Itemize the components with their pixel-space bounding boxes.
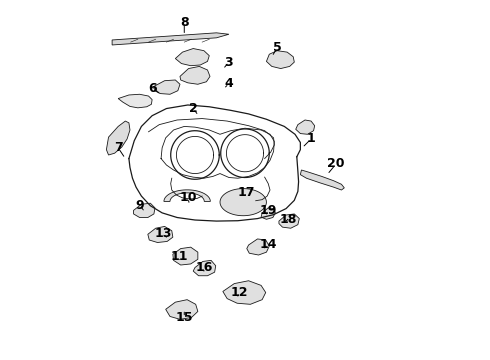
Polygon shape <box>180 66 210 84</box>
Text: 2: 2 <box>189 102 197 115</box>
Text: 3: 3 <box>224 55 233 69</box>
Text: 17: 17 <box>238 186 256 199</box>
Polygon shape <box>148 226 173 243</box>
Polygon shape <box>154 80 180 94</box>
Polygon shape <box>175 49 209 66</box>
Polygon shape <box>166 300 198 319</box>
Polygon shape <box>193 260 216 276</box>
Text: 19: 19 <box>260 204 277 217</box>
Polygon shape <box>267 51 294 68</box>
Polygon shape <box>296 120 315 134</box>
Text: 8: 8 <box>180 16 189 29</box>
Text: 9: 9 <box>135 198 144 212</box>
Text: 5: 5 <box>273 41 282 54</box>
Polygon shape <box>247 239 270 255</box>
Polygon shape <box>118 94 152 108</box>
Text: 18: 18 <box>279 213 296 226</box>
Polygon shape <box>300 170 344 190</box>
Text: 15: 15 <box>175 311 193 324</box>
Text: 6: 6 <box>148 82 156 95</box>
Polygon shape <box>223 281 266 304</box>
Text: 12: 12 <box>231 286 248 299</box>
Text: 10: 10 <box>179 192 196 204</box>
Polygon shape <box>164 190 210 202</box>
Polygon shape <box>220 189 267 216</box>
Text: 11: 11 <box>170 250 188 263</box>
Polygon shape <box>173 247 198 265</box>
Text: 7: 7 <box>114 141 122 154</box>
Polygon shape <box>261 208 275 219</box>
Text: 4: 4 <box>224 77 233 90</box>
Text: 14: 14 <box>260 238 277 251</box>
Polygon shape <box>279 214 299 228</box>
Text: 16: 16 <box>195 261 213 274</box>
Text: 13: 13 <box>154 227 171 240</box>
Text: 20: 20 <box>327 157 345 170</box>
Polygon shape <box>106 121 130 155</box>
Polygon shape <box>134 203 155 217</box>
Text: 1: 1 <box>307 132 316 145</box>
Polygon shape <box>112 33 229 45</box>
